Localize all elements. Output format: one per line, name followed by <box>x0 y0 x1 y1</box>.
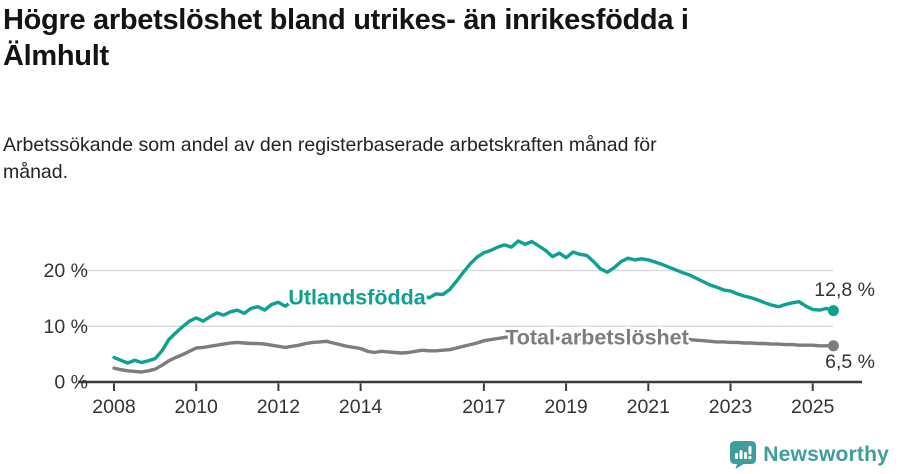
x-tick-label: 2019 <box>544 396 587 418</box>
y-tick-label: 0 % <box>54 372 88 394</box>
x-tick-label: 2025 <box>791 396 835 418</box>
end-value-label-utlandsfodda: 12,8 % <box>814 279 875 301</box>
x-tick-label: 2021 <box>627 396 670 418</box>
series-label-utlandsfodda: Utlandsfödda <box>288 286 426 310</box>
line-chart: 2008 2010 2012 2014 2017 2019 2021 2023 2025 0 % 1… <box>44 239 875 418</box>
end-value-label-total: 6,5 % <box>825 351 875 373</box>
x-tick-label: 2014 <box>339 396 383 418</box>
series-end-dot <box>827 305 839 317</box>
x-tick-label: 2012 <box>257 396 300 418</box>
x-tick-label: 2008 <box>92 396 135 418</box>
footer-brand: Newsworthy <box>730 440 889 470</box>
x-tick-label: 2017 <box>462 396 505 418</box>
series-line <box>112 239 836 365</box>
series-end-dot <box>827 340 839 352</box>
x-tick-label: 2023 <box>709 396 752 418</box>
x-tick-label: 2010 <box>175 396 219 418</box>
series-line <box>112 331 836 374</box>
chart-subtitle: Arbetssökande som andel av den registerb… <box>3 134 657 183</box>
y-tick-label: 20 % <box>44 260 88 282</box>
plot-area: 2008 2010 2012 2014 2017 2019 2021 2023 2025 0 % 1… <box>44 239 862 418</box>
chart-title: Högre arbetslöshet bland utrikes- än inr… <box>3 4 689 72</box>
newsworthy-logo-icon <box>730 441 757 469</box>
brand-name: Newsworthy <box>763 443 889 466</box>
series-label-total-arbetsloshet: Total arbetslöshet <box>505 326 689 350</box>
y-tick-label: 10 % <box>44 316 88 338</box>
